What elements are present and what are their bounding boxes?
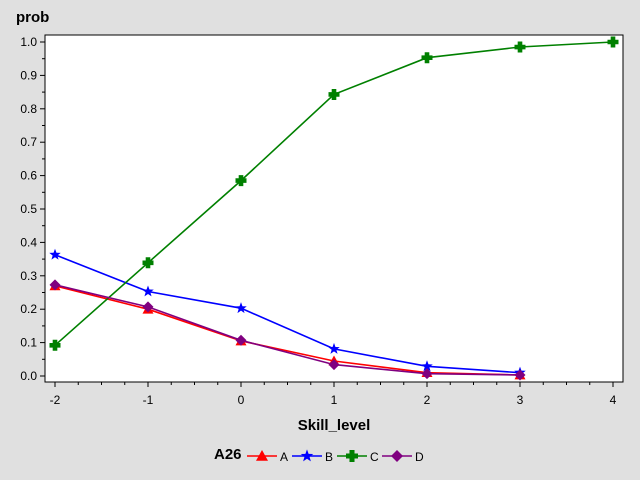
point-D — [421, 368, 433, 380]
axis-ticks: 0.0 0.1 0.2 0.3 0.4 0.5 0.6 0.7 0.8 0.9 1.0 -2 -1 0 1 2… — [20, 35, 616, 407]
y-tick-label: 0.1 — [20, 336, 37, 350]
x-tick-label: 2 — [424, 393, 431, 407]
y-tick-label: 0.2 — [20, 302, 37, 316]
y-tick-label: 0.5 — [20, 202, 37, 216]
y-tick-label: 1.0 — [20, 35, 37, 49]
x-tick-label: 4 — [610, 393, 617, 407]
point-C — [49, 339, 61, 351]
point-C — [421, 52, 433, 64]
point-B — [49, 248, 61, 260]
legend-marker-B — [300, 449, 314, 462]
legend-marker-A — [256, 450, 268, 461]
point-D — [142, 301, 154, 313]
y-tick-label: 0.9 — [20, 68, 37, 82]
point-B — [142, 285, 154, 297]
x-axis-title: Skill_level — [298, 417, 371, 434]
legend-label-C: C — [370, 450, 379, 464]
legend-label-D: D — [415, 450, 424, 464]
y-axis-title: prob — [16, 9, 49, 26]
legend-label-A: A — [280, 450, 288, 464]
y-tick-label: 0.7 — [20, 135, 37, 149]
y-tick-label: 0.4 — [20, 235, 37, 249]
point-B — [235, 302, 247, 314]
series-markers — [49, 36, 619, 381]
series-line-D — [54, 284, 521, 376]
y-tick-label: 0.6 — [20, 169, 37, 183]
y-tick-label: 0.8 — [20, 102, 37, 116]
point-C — [328, 88, 340, 100]
series-line-B — [54, 254, 521, 374]
point-C — [235, 175, 247, 187]
x-tick-label: -1 — [143, 393, 154, 407]
x-tick-label: 1 — [331, 393, 338, 407]
legend-marker-D — [391, 450, 403, 462]
legend: A B C D — [247, 449, 424, 464]
legend-title: A26 — [214, 446, 242, 463]
plot-area — [44, 34, 624, 383]
point-D — [49, 279, 61, 291]
point-D — [514, 369, 526, 381]
point-C — [514, 41, 526, 53]
point-D — [235, 334, 247, 346]
x-tick-label: -2 — [50, 393, 61, 407]
point-C — [607, 36, 619, 48]
point-B — [328, 342, 340, 354]
legend-marker-C — [346, 450, 358, 462]
x-tick-label: 0 — [238, 393, 245, 407]
legend-label-B: B — [325, 450, 333, 464]
series-line-A — [54, 285, 521, 376]
point-C — [142, 257, 154, 269]
x-tick-label: 3 — [517, 393, 524, 407]
point-B — [421, 360, 433, 372]
y-tick-label: 0.0 — [20, 369, 37, 383]
point-D — [328, 359, 340, 371]
y-tick-label: 0.3 — [20, 269, 37, 283]
